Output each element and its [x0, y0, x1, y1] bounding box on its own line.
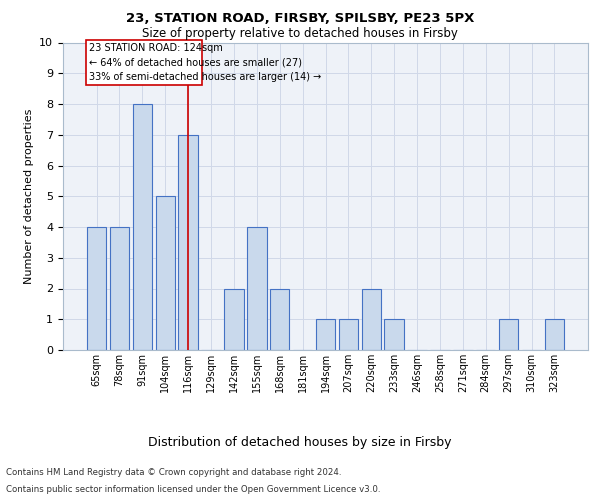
Bar [499, 320, 518, 350]
Text: Size of property relative to detached houses in Firsby: Size of property relative to detached ho… [142, 28, 458, 40]
Bar [270, 288, 289, 350]
Bar [362, 288, 381, 350]
Bar [316, 320, 335, 350]
Bar [545, 320, 564, 350]
Bar [247, 227, 266, 350]
FancyBboxPatch shape [86, 40, 202, 85]
Bar [338, 320, 358, 350]
Text: Distribution of detached houses by size in Firsby: Distribution of detached houses by size … [148, 436, 452, 449]
Text: 23 STATION ROAD: 124sqm
← 64% of detached houses are smaller (27)
33% of semi-de: 23 STATION ROAD: 124sqm ← 64% of detache… [89, 42, 321, 82]
Text: Contains HM Land Registry data © Crown copyright and database right 2024.: Contains HM Land Registry data © Crown c… [6, 468, 341, 477]
Bar [133, 104, 152, 350]
Bar [87, 227, 106, 350]
Text: 23, STATION ROAD, FIRSBY, SPILSBY, PE23 5PX: 23, STATION ROAD, FIRSBY, SPILSBY, PE23 … [126, 12, 474, 26]
Bar [385, 320, 404, 350]
Y-axis label: Number of detached properties: Number of detached properties [24, 108, 34, 284]
Bar [110, 227, 129, 350]
Text: Contains public sector information licensed under the Open Government Licence v3: Contains public sector information licen… [6, 484, 380, 494]
Bar [224, 288, 244, 350]
Bar [178, 134, 198, 350]
Bar [155, 196, 175, 350]
